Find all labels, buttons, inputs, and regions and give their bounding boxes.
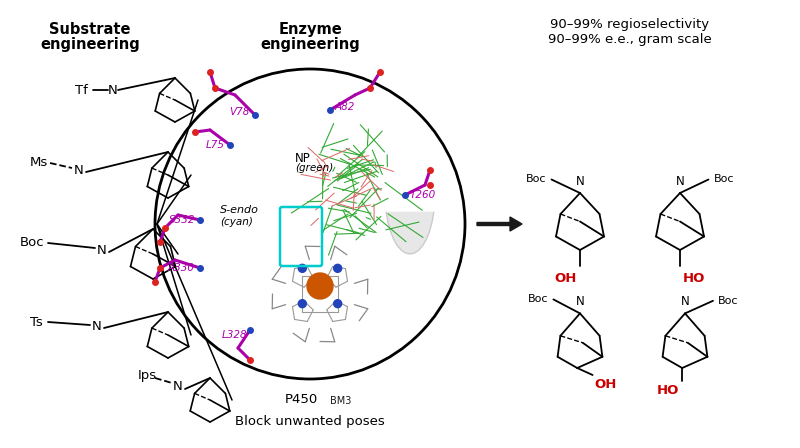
Text: Substrate: Substrate: [50, 22, 130, 37]
Circle shape: [298, 300, 306, 308]
Text: engineering: engineering: [40, 37, 140, 52]
Text: N: N: [92, 319, 102, 332]
Text: L328: L328: [222, 330, 247, 340]
Text: Ms: Ms: [30, 156, 48, 169]
Text: S332: S332: [169, 215, 195, 225]
Text: HO: HO: [683, 271, 706, 284]
Text: N: N: [681, 295, 690, 308]
Text: Block unwanted poses: Block unwanted poses: [235, 415, 385, 428]
Text: Boc: Boc: [718, 296, 738, 306]
Text: N: N: [97, 244, 107, 257]
Circle shape: [307, 273, 333, 299]
Text: HO: HO: [657, 383, 679, 396]
Polygon shape: [386, 212, 434, 254]
Text: (cyan): (cyan): [220, 217, 253, 227]
Text: Tf: Tf: [75, 83, 88, 96]
Text: N: N: [576, 175, 584, 188]
Circle shape: [334, 300, 342, 308]
Text: OH: OH: [554, 271, 577, 284]
Text: N: N: [676, 175, 684, 188]
Text: NP: NP: [295, 151, 310, 164]
FancyArrow shape: [477, 217, 522, 231]
Text: T260: T260: [410, 190, 436, 200]
Text: 90–99% regioselectivity: 90–99% regioselectivity: [550, 18, 710, 31]
Text: 90–99% e.e., gram scale: 90–99% e.e., gram scale: [548, 33, 712, 46]
Text: A82: A82: [335, 102, 355, 112]
Text: V78: V78: [230, 107, 250, 117]
Text: L75: L75: [206, 140, 225, 150]
Text: OH: OH: [594, 378, 617, 391]
Text: N: N: [576, 295, 584, 308]
Text: N: N: [173, 379, 183, 392]
Circle shape: [298, 264, 306, 272]
Text: P450: P450: [285, 393, 318, 406]
Text: A330: A330: [168, 263, 195, 273]
Text: N: N: [108, 83, 118, 96]
Text: N: N: [74, 164, 84, 177]
Text: Boc: Boc: [20, 237, 45, 250]
Text: Boc: Boc: [526, 175, 546, 185]
Text: engineering: engineering: [260, 37, 360, 52]
Text: Ts: Ts: [30, 315, 42, 328]
Circle shape: [334, 264, 342, 272]
Text: Enzyme: Enzyme: [278, 22, 342, 37]
Text: Boc: Boc: [714, 175, 734, 185]
Text: Ips: Ips: [138, 369, 157, 382]
Text: (green): (green): [295, 163, 334, 173]
Text: BM3: BM3: [330, 396, 351, 406]
Text: Boc: Boc: [528, 294, 549, 304]
Text: S‑endo: S‑endo: [220, 205, 259, 215]
